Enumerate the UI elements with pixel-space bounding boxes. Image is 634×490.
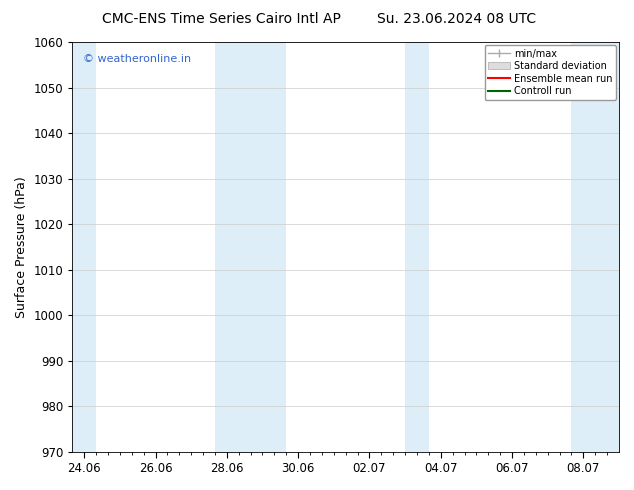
Text: CMC-ENS Time Series Cairo Intl AP: CMC-ENS Time Series Cairo Intl AP (103, 12, 341, 26)
Y-axis label: Surface Pressure (hPa): Surface Pressure (hPa) (15, 176, 28, 318)
Text: © weatheronline.in: © weatheronline.in (83, 54, 191, 64)
Bar (215, 42, 286, 452)
Bar (571, 42, 619, 452)
Bar (405, 42, 429, 452)
Text: Su. 23.06.2024 08 UTC: Su. 23.06.2024 08 UTC (377, 12, 536, 26)
Bar (72, 42, 96, 452)
Legend: min/max, Standard deviation, Ensemble mean run, Controll run: min/max, Standard deviation, Ensemble me… (484, 45, 616, 100)
